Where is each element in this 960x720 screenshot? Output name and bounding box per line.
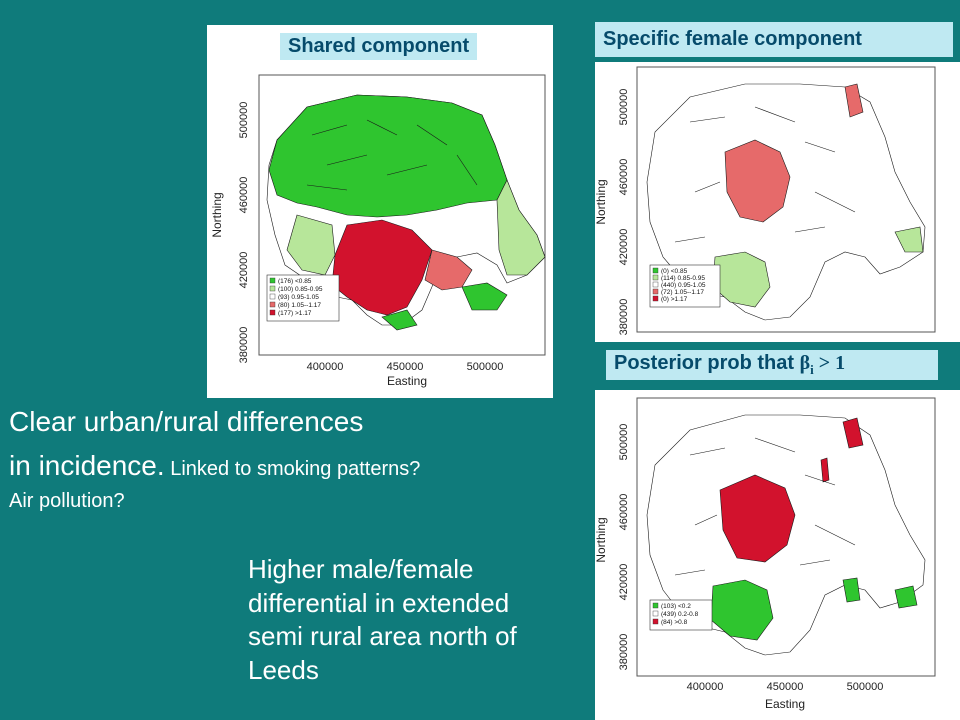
shared-x-ticks: 400000 450000 500000 xyxy=(307,361,504,373)
shared-ytick-3: 460000 xyxy=(238,177,250,214)
posterior-y-ticks: 380000 420000 460000 500000 xyxy=(618,424,630,671)
shared-component-label: Shared component xyxy=(280,33,478,60)
posterior-ytick-1: 380000 xyxy=(618,634,630,671)
paragraph-line: Higher male/female xyxy=(248,554,474,584)
posterior-label-symbol: β xyxy=(799,352,811,374)
shared-ytick-4: 500000 xyxy=(238,102,250,139)
posterior-label-suffix: > 1 xyxy=(813,352,846,374)
posterior-xtick-1: 400000 xyxy=(687,681,724,693)
posterior-region-map xyxy=(646,414,926,656)
female-ytick-4: 500000 xyxy=(618,89,630,126)
female-ylabel: Northing xyxy=(595,179,608,224)
shared-xlabel: Easting xyxy=(387,374,427,388)
female-region-map xyxy=(646,83,926,321)
female-component-label: Specific female component xyxy=(595,22,953,57)
shared-plot-frame xyxy=(258,74,546,356)
shared-legend-item: (100) 0.85-0.95 xyxy=(278,286,323,293)
shared-map-svg: 380000 420000 460000 500000 Northing 400… xyxy=(210,74,546,388)
female-plot-frame xyxy=(636,66,936,333)
female-legend-item: (0) >1.17 xyxy=(661,296,688,303)
posterior-ylabel: Northing xyxy=(595,517,608,562)
posterior-legend-item: (103) <0.2 xyxy=(661,603,691,610)
shared-xtick-3: 500000 xyxy=(467,361,504,373)
paragraph-line: Leeds xyxy=(248,654,319,685)
posterior-plot-frame xyxy=(636,397,936,677)
posterior-ytick-4: 500000 xyxy=(618,424,630,461)
text-line-2-big: in incidence. xyxy=(9,450,165,481)
posterior-ytick-3: 460000 xyxy=(618,494,630,531)
posterior-ytick-2: 420000 xyxy=(618,564,630,601)
posterior-label-subscript: i xyxy=(810,362,814,377)
posterior-legend: (103) <0.2 (439) 0.2-0.8 (84) >0.8 xyxy=(649,599,713,631)
shared-xtick-1: 400000 xyxy=(307,361,344,373)
shared-ytick-2: 420000 xyxy=(238,252,250,289)
female-legend-item: (72) 1.05--1.17 xyxy=(661,289,704,296)
female-ytick-1: 380000 xyxy=(618,299,630,336)
posterior-legend-item: (84) >0.8 xyxy=(661,619,688,626)
paragraph-line: semi rural area north of xyxy=(248,621,517,651)
posterior-map-svg: 380000 420000 460000 500000 Northing 400… xyxy=(595,397,936,711)
text-line-1: Clear urban/rural differences xyxy=(9,406,364,437)
shared-map-panel: 380000 420000 460000 500000 Northing 400… xyxy=(207,25,553,398)
female-legend-item: (440) 0.95-1.05 xyxy=(661,282,706,289)
differential-paragraph: Higher male/female differential in exten… xyxy=(248,553,517,687)
posterior-xtick-3: 500000 xyxy=(847,681,884,693)
shared-legend-item: (93) 0.95-1.05 xyxy=(278,294,319,301)
posterior-map-panel: 380000 420000 460000 500000 Northing 400… xyxy=(595,390,960,720)
female-legend-item: (114) 0.85-0.95 xyxy=(661,275,705,282)
text-line-2: in incidence. Linked to smoking patterns… xyxy=(9,449,420,488)
shared-y-ticks: 380000 420000 460000 500000 xyxy=(238,102,250,364)
female-map-panel: 380000 420000 460000 500000 Northing (0)… xyxy=(595,62,960,342)
posterior-xtick-2: 450000 xyxy=(767,681,804,693)
posterior-label-prefix: Posterior prob that xyxy=(614,352,800,374)
text-line-3: Air pollution? xyxy=(9,490,125,512)
paragraph-line: differential in extended xyxy=(248,587,510,618)
female-y-ticks: 380000 420000 460000 500000 xyxy=(618,89,630,336)
posterior-legend-item: (439) 0.2-0.8 xyxy=(661,611,699,618)
female-ytick-3: 460000 xyxy=(618,159,630,196)
shared-legend-item: (177) >1.17 xyxy=(278,310,312,317)
text-line-2-small: Linked to smoking patterns? xyxy=(164,458,421,480)
shared-region-map xyxy=(266,94,546,331)
female-map-svg: 380000 420000 460000 500000 Northing (0)… xyxy=(595,66,936,336)
female-legend: (0) <0.85 (114) 0.85-0.95 (440) 0.95-1.0… xyxy=(649,264,721,308)
shared-ytick-1: 380000 xyxy=(238,327,250,364)
posterior-label: Posterior prob that βi > 1 xyxy=(606,350,938,380)
shared-legend-item: (80) 1.05--1.17 xyxy=(278,302,321,309)
shared-ylabel: Northing xyxy=(210,192,224,237)
shared-legend-item: (176) <0.85 xyxy=(278,278,312,285)
posterior-xlabel: Easting xyxy=(765,697,805,711)
posterior-x-ticks: 400000 450000 500000 xyxy=(687,681,884,693)
female-legend-item: (0) <0.85 xyxy=(661,268,688,275)
shared-legend: (176) <0.85 (100) 0.85-0.95 (93) 0.95-1.… xyxy=(266,274,340,322)
female-ytick-2: 420000 xyxy=(618,229,630,266)
shared-xtick-2: 450000 xyxy=(387,361,424,373)
